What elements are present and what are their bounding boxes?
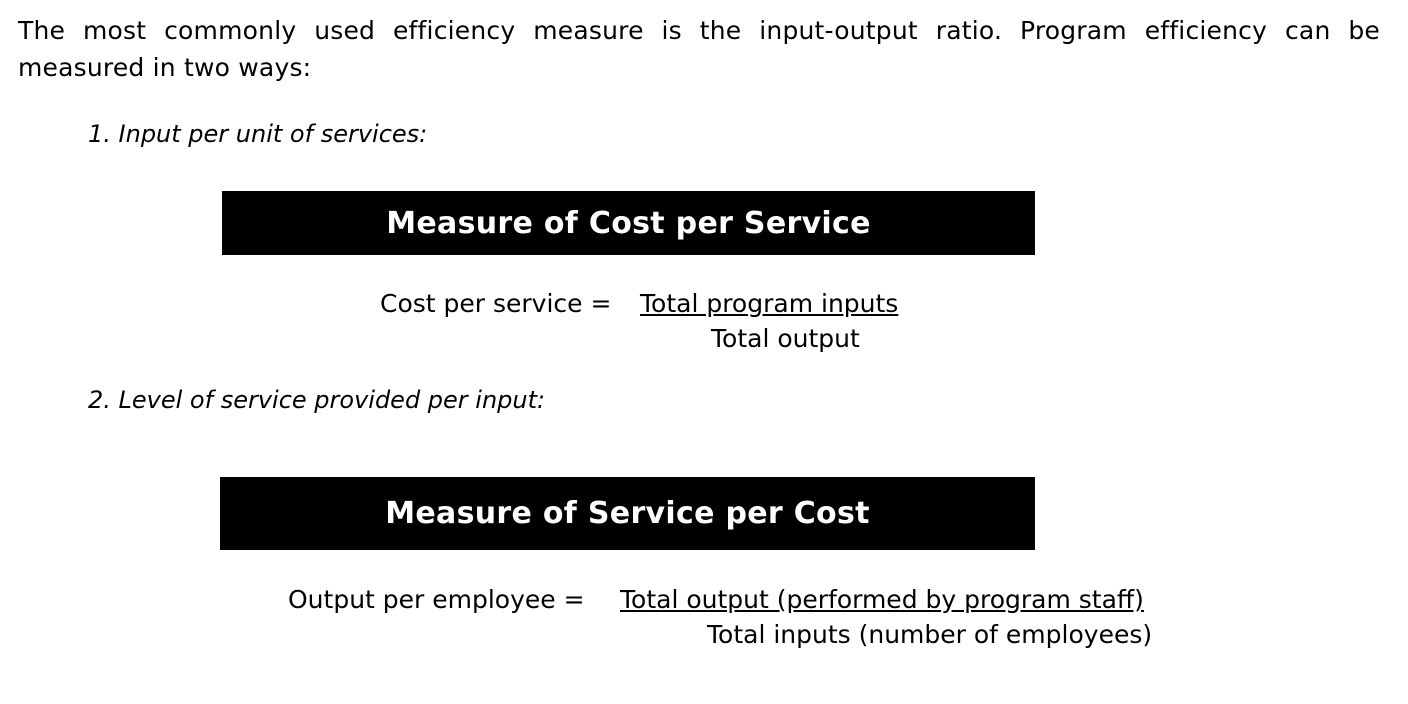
formula-label-cost-per-service: Cost per service =: [380, 289, 612, 318]
item-heading-2: 2. Level of service provided per input:: [88, 386, 546, 414]
formula-denominator-output-per-employee: Total inputs (number of employees): [707, 620, 1153, 649]
item-heading-1: 1. Input per unit of services:: [88, 120, 428, 148]
formula-numerator-output-per-employee: Total output (performed by program staff…: [620, 585, 1144, 614]
intro-paragraph: The most commonly used efficiency measur…: [18, 16, 1380, 82]
formula-label-output-per-employee: Output per employee =: [288, 585, 585, 614]
banner-cost-per-service: Measure of Cost per Service: [222, 191, 1035, 255]
formula-numerator-cost-per-service: Total program inputs: [640, 289, 899, 318]
banner-service-per-cost: Measure of Service per Cost: [220, 477, 1035, 550]
formula-denominator-cost-per-service: Total output: [711, 324, 860, 353]
